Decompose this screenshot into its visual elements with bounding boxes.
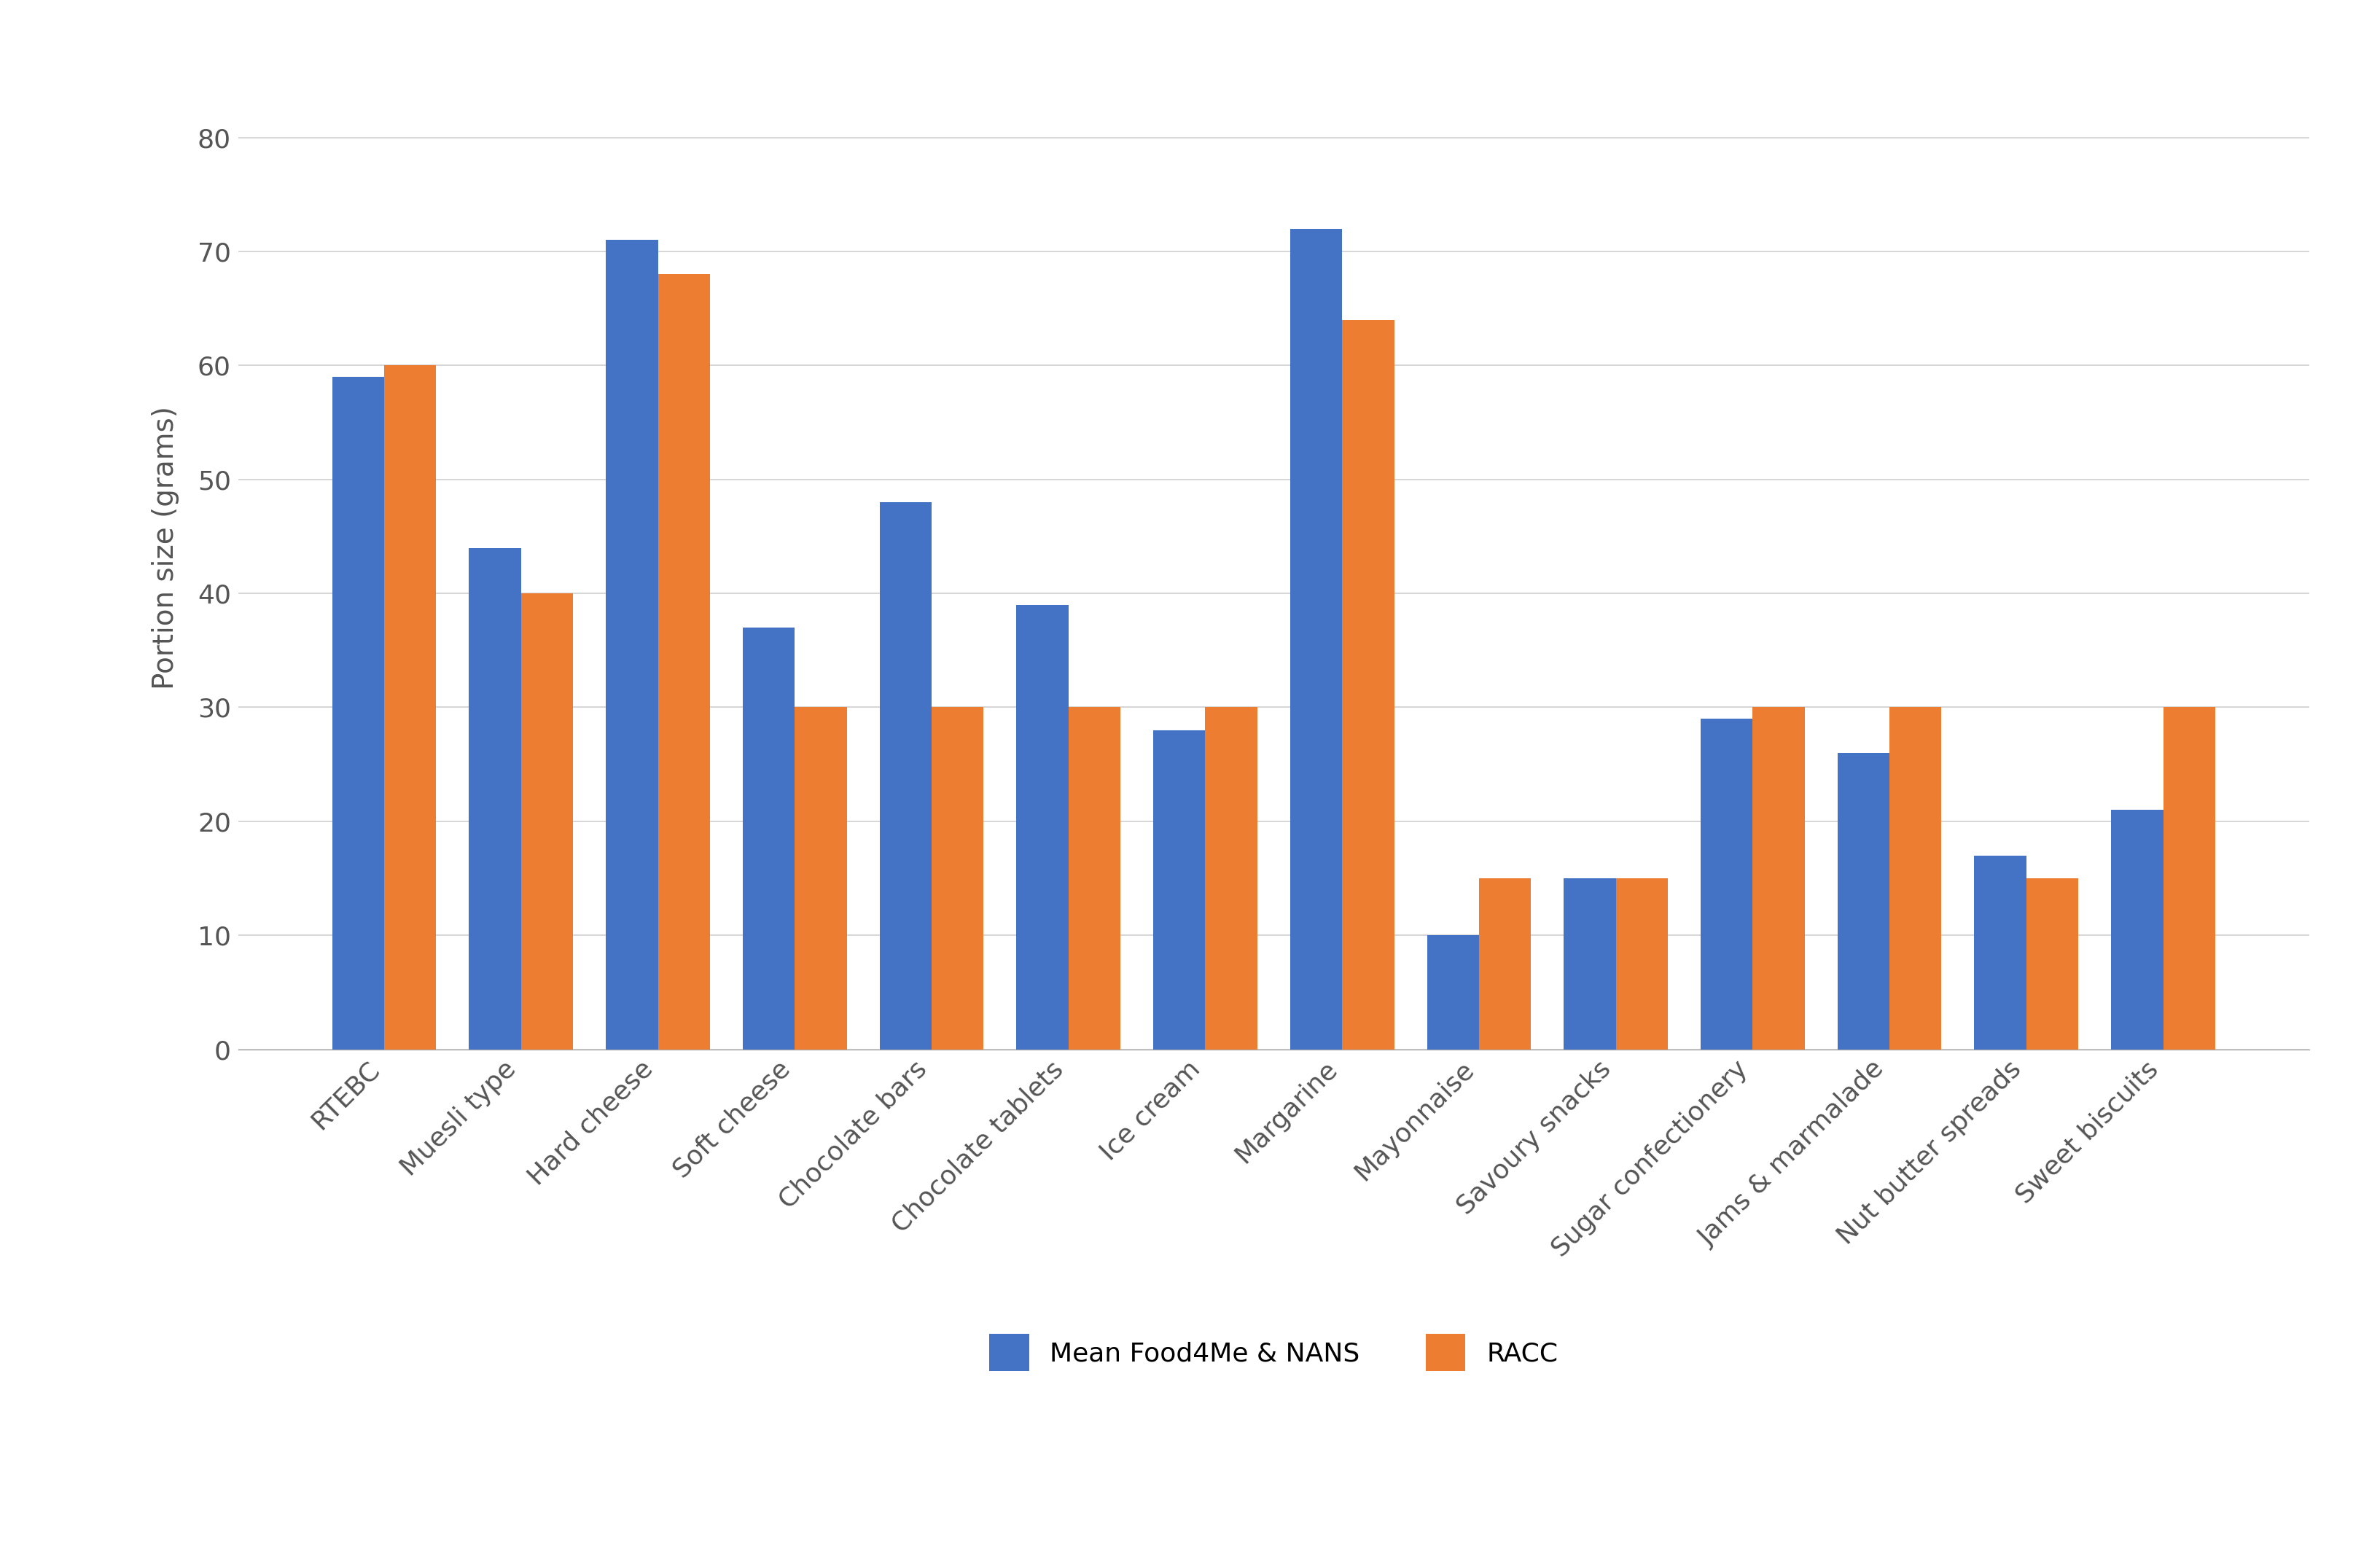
Bar <box>383 366 436 1049</box>
Bar <box>743 628 795 1049</box>
Bar <box>333 376 383 1049</box>
Bar <box>1752 707 1804 1049</box>
Bar <box>1699 719 1752 1049</box>
Bar <box>469 548 521 1049</box>
Bar <box>1616 878 1668 1049</box>
Bar <box>1837 753 1890 1049</box>
Bar <box>1890 707 1940 1049</box>
Bar <box>657 275 709 1049</box>
Bar <box>1290 228 1342 1049</box>
Y-axis label: Portion size (grams): Portion size (grams) <box>152 406 178 690</box>
Bar <box>521 594 574 1049</box>
Bar <box>2025 878 2078 1049</box>
Bar <box>1478 878 1530 1049</box>
Bar <box>1564 878 1616 1049</box>
Bar <box>1973 855 2025 1049</box>
Bar <box>1426 935 1478 1049</box>
Bar <box>878 501 931 1049</box>
Bar <box>1204 707 1257 1049</box>
Bar <box>931 707 983 1049</box>
Bar <box>1342 319 1395 1049</box>
Legend: Mean Food4Me & NANS, RACC: Mean Food4Me & NANS, RACC <box>978 1324 1568 1381</box>
Bar <box>1152 730 1204 1049</box>
Bar <box>2111 810 2163 1049</box>
Bar <box>795 707 847 1049</box>
Bar <box>1069 707 1121 1049</box>
Bar <box>607 241 657 1049</box>
Bar <box>1016 605 1069 1049</box>
Bar <box>2163 707 2213 1049</box>
